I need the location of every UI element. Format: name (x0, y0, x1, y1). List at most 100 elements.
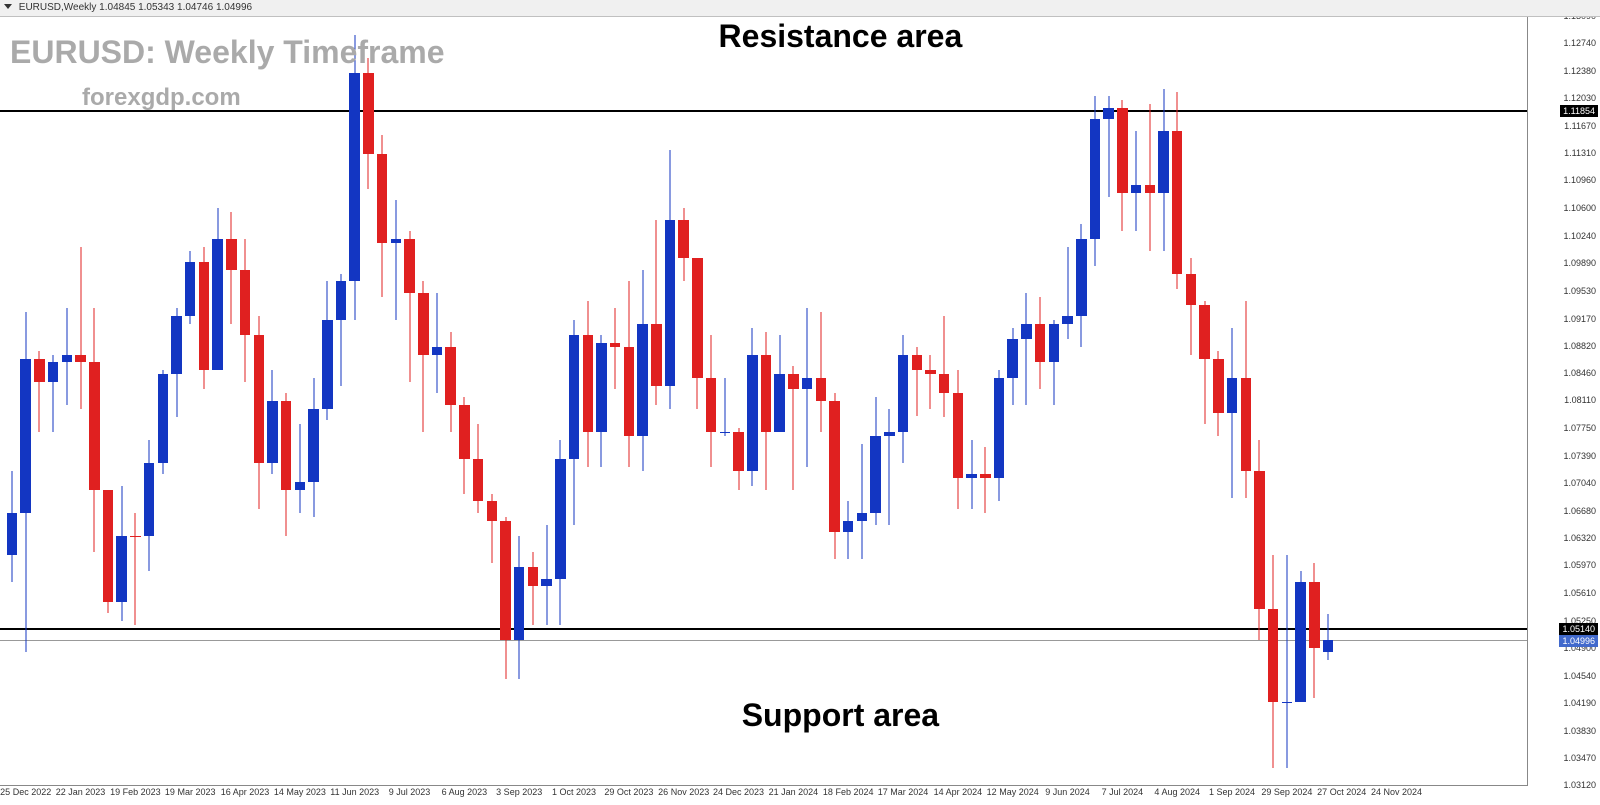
candle[interactable] (1254, 16, 1265, 786)
candle[interactable] (1172, 16, 1183, 786)
candle[interactable] (48, 16, 59, 786)
candle[interactable] (528, 16, 539, 786)
candle[interactable] (1199, 16, 1210, 786)
candle[interactable] (1103, 16, 1114, 786)
candle[interactable] (349, 16, 360, 786)
candle[interactable] (185, 16, 196, 786)
candle[interactable] (857, 16, 868, 786)
candle[interactable] (774, 16, 785, 786)
candle[interactable] (391, 16, 402, 786)
candle[interactable] (240, 16, 251, 786)
plot-area[interactable]: EURUSD: Weekly Timeframe forexgdp.com Re… (0, 16, 1528, 786)
candle[interactable] (199, 16, 210, 786)
candle[interactable] (1227, 16, 1238, 786)
candle[interactable] (610, 16, 621, 786)
candle[interactable] (1282, 16, 1293, 786)
candle[interactable] (706, 16, 717, 786)
candle[interactable] (34, 16, 45, 786)
candle[interactable] (1021, 16, 1032, 786)
candle[interactable] (336, 16, 347, 786)
candle[interactable] (89, 16, 100, 786)
candle[interactable] (281, 16, 292, 786)
candle[interactable] (912, 16, 923, 786)
candle[interactable] (624, 16, 635, 786)
candle[interactable] (651, 16, 662, 786)
candle[interactable] (1076, 16, 1087, 786)
candle[interactable] (1186, 16, 1197, 786)
candle[interactable] (130, 16, 141, 786)
candle[interactable] (583, 16, 594, 786)
candle[interactable] (720, 16, 731, 786)
candle[interactable] (404, 16, 415, 786)
candle[interactable] (103, 16, 114, 786)
candle[interactable] (445, 16, 456, 786)
candle-body (487, 501, 498, 520)
candle[interactable] (870, 16, 881, 786)
candle[interactable] (514, 16, 525, 786)
candle[interactable] (925, 16, 936, 786)
candle[interactable] (7, 16, 18, 786)
candle[interactable] (473, 16, 484, 786)
candle[interactable] (966, 16, 977, 786)
candle[interactable] (541, 16, 552, 786)
candle[interactable] (1268, 16, 1279, 786)
candle[interactable] (1158, 16, 1169, 786)
candle[interactable] (1007, 16, 1018, 786)
candle[interactable] (692, 16, 703, 786)
candle[interactable] (295, 16, 306, 786)
candle[interactable] (1090, 16, 1101, 786)
candle[interactable] (1131, 16, 1142, 786)
candle[interactable] (1213, 16, 1224, 786)
candle[interactable] (171, 16, 182, 786)
candle[interactable] (308, 16, 319, 786)
candle[interactable] (678, 16, 689, 786)
candle[interactable] (1241, 16, 1252, 786)
candle[interactable] (254, 16, 265, 786)
candle[interactable] (212, 16, 223, 786)
candle[interactable] (637, 16, 648, 786)
candle[interactable] (500, 16, 511, 786)
candle[interactable] (363, 16, 374, 786)
candle[interactable] (144, 16, 155, 786)
candle[interactable] (596, 16, 607, 786)
candle[interactable] (843, 16, 854, 786)
candle[interactable] (1035, 16, 1046, 786)
candle[interactable] (898, 16, 909, 786)
candle[interactable] (1117, 16, 1128, 786)
candle[interactable] (829, 16, 840, 786)
candle[interactable] (980, 16, 991, 786)
candle[interactable] (733, 16, 744, 786)
candle[interactable] (1323, 16, 1334, 786)
candle[interactable] (1309, 16, 1320, 786)
candle[interactable] (953, 16, 964, 786)
candle[interactable] (1049, 16, 1060, 786)
candle[interactable] (377, 16, 388, 786)
candle[interactable] (158, 16, 169, 786)
candle[interactable] (226, 16, 237, 786)
candle[interactable] (20, 16, 31, 786)
candle[interactable] (62, 16, 73, 786)
candle[interactable] (1145, 16, 1156, 786)
candle[interactable] (802, 16, 813, 786)
candle[interactable] (788, 16, 799, 786)
dropdown-arrow-icon[interactable] (4, 4, 12, 9)
candle[interactable] (761, 16, 772, 786)
candle[interactable] (747, 16, 758, 786)
candle[interactable] (418, 16, 429, 786)
candle[interactable] (322, 16, 333, 786)
candle[interactable] (884, 16, 895, 786)
candle[interactable] (1062, 16, 1073, 786)
candle[interactable] (116, 16, 127, 786)
candle[interactable] (994, 16, 1005, 786)
candle[interactable] (1295, 16, 1306, 786)
candle[interactable] (459, 16, 470, 786)
candle[interactable] (432, 16, 443, 786)
candle[interactable] (267, 16, 278, 786)
candle[interactable] (555, 16, 566, 786)
candle[interactable] (75, 16, 86, 786)
candle[interactable] (939, 16, 950, 786)
candle[interactable] (665, 16, 676, 786)
candle[interactable] (487, 16, 498, 786)
candle[interactable] (816, 16, 827, 786)
candle[interactable] (569, 16, 580, 786)
